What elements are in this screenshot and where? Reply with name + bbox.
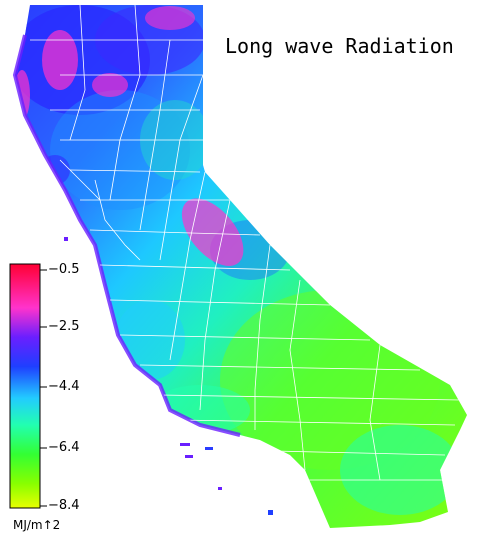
county-lines: [30, 5, 461, 481]
radiation-patches: [15, 5, 460, 515]
offshore-islands: [64, 237, 273, 515]
legend-tick-label: −0.5: [48, 262, 80, 277]
legend-colorbar: [9, 263, 47, 509]
map-title: Long wave Radiation: [225, 34, 454, 58]
legend-tick-label: −4.4: [48, 379, 80, 394]
legend-unit-label: MJ/m↑2: [13, 518, 61, 532]
legend-tick-label: −6.4: [48, 440, 80, 455]
legend-tick-label: −8.4: [48, 498, 80, 513]
legend-tick-label: −2.5: [48, 319, 80, 334]
